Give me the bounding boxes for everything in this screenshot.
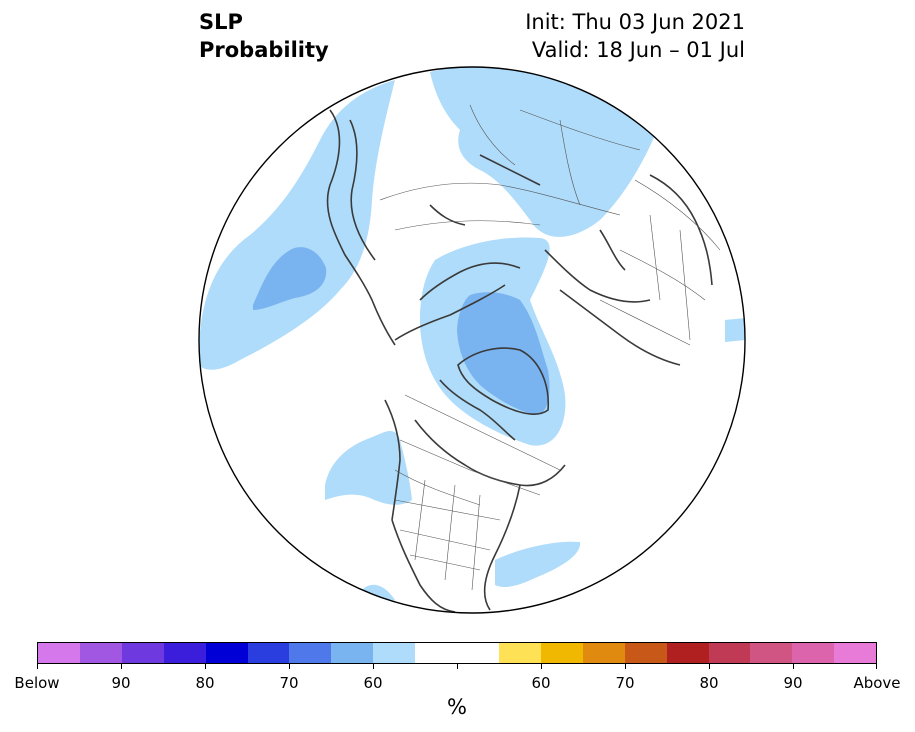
colorbar-cell [666,643,709,663]
colorbar-cell [540,643,583,663]
colorbar-cell [834,643,877,663]
colorbar-tick [625,664,626,669]
colorbar-cell [792,643,835,663]
map-title: SLP Probability [199,8,329,64]
prob-region-pacific-core [253,247,327,310]
title-variable: SLP [199,10,243,34]
colorbar-cell [498,643,541,663]
init-date: Init: Thu 03 Jun 2021 [525,10,745,34]
colorbar-tick-label: 60 [363,674,383,692]
valid-dates: Valid: 18 Jun – 01 Jul [531,38,745,62]
colorbar-cell [624,643,667,663]
forecast-dates: Init: Thu 03 Jun 2021 Valid: 18 Jun – 01… [525,8,745,64]
colorbar-tick [709,664,710,669]
colorbar [37,642,877,664]
colorbar-tick [121,664,122,669]
coastlines [326,109,713,613]
prob-region-atlantic [495,541,581,588]
title-subtitle: Probability [199,38,329,62]
colorbar-tick-label: 70 [615,674,635,692]
colorbar-cell [415,643,458,663]
colorbar-tick [205,664,206,669]
colorbar-tick-label: 90 [783,674,803,692]
prob-region-siberia [430,67,655,237]
colorbar-cell [205,643,248,663]
colorbar-tick-label: 60 [531,674,551,692]
colorbar-unit: % [447,695,467,719]
colorbar-tick-label: 80 [699,674,719,692]
borders [379,104,721,591]
colorbar-cell [331,643,374,663]
colorbar-tick-label: Below [14,674,60,692]
colorbar-cell [750,643,793,663]
prob-region-greenland-core [457,292,550,415]
colorbar-tick-label: 70 [279,674,299,692]
colorbar-tick [37,664,38,669]
colorbar-cell [247,643,290,663]
colorbar-tick-label: Above [853,674,901,692]
colorbar-tick-label: 90 [111,674,131,692]
colorbar-cell [373,643,416,663]
colorbar-cell [582,643,625,663]
colorbar-cell [163,643,206,663]
colorbar-tick [793,664,794,669]
globe-outline [198,66,746,614]
colorbar-tick [541,664,542,669]
colorbar-cell [457,643,499,663]
colorbar-cell [38,643,80,663]
colorbar-tick [876,664,877,669]
prob-region-europe [725,318,745,342]
colorbar-tick [289,664,290,669]
colorbar-cell [708,643,751,663]
colorbar-cell [79,643,122,663]
colorbar-tick-label: 80 [195,674,215,692]
colorbar-tick [373,664,374,669]
colorbar-tick [457,664,458,669]
colorbar-cell [289,643,332,663]
polar-map [198,66,746,614]
colorbar-cell [121,643,164,663]
prob-region-west-coast [325,431,412,505]
prob-region-pacific [199,80,395,370]
